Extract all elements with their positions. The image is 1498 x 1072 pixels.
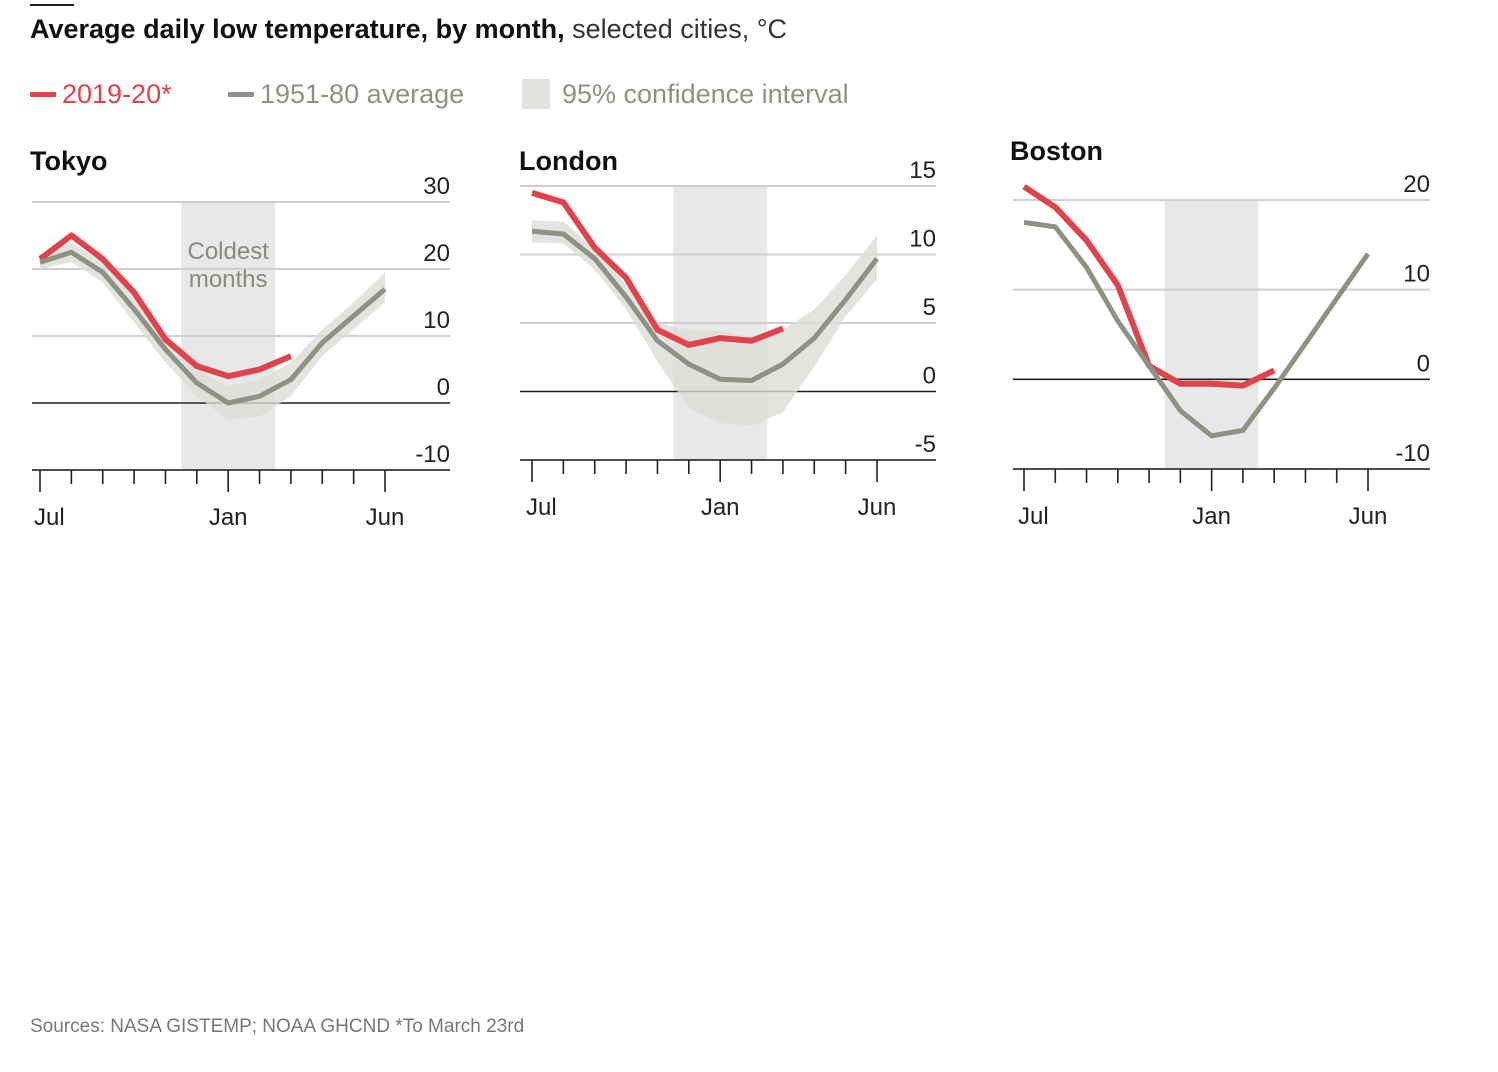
boston-y-tick-label: 20 bbox=[1403, 171, 1430, 198]
panel-title-boston: Boston bbox=[1010, 136, 1103, 166]
legend-swatch-current bbox=[30, 92, 56, 97]
tokyo-y-tick-label: -10 bbox=[415, 441, 450, 468]
london-x-tick-label: Jan bbox=[701, 494, 740, 521]
chart-boston: 20 10 0 -10 Jul Jan Jun bbox=[1013, 171, 1430, 530]
boston-line-1951-80-average bbox=[1023, 219, 1371, 439]
chart-title-rest: selected cities, °C bbox=[572, 14, 788, 44]
london-y-tick-label: 15 bbox=[909, 157, 936, 184]
tokyo-line-2019-20 bbox=[38, 232, 293, 380]
tokyo-x-tick-label: Jul bbox=[34, 504, 65, 531]
tokyo-annotation: Coldest months bbox=[187, 238, 269, 293]
tokyo-annotation-line: months bbox=[189, 266, 268, 293]
panel-title-tokyo: Tokyo bbox=[30, 146, 108, 176]
boston-y-tick-label: -10 bbox=[1395, 440, 1430, 467]
legend-label-current: 2019-20* bbox=[62, 79, 172, 109]
legend-swatch-average bbox=[228, 92, 254, 97]
boston-y-tick-label: 0 bbox=[1417, 350, 1430, 377]
boston-x-tick-label: Jul bbox=[1018, 503, 1049, 530]
tokyo-x-tick-label: Jan bbox=[209, 504, 248, 531]
tokyo-confidence-band bbox=[40, 242, 385, 420]
tokyo-x-tick-label: Jun bbox=[366, 504, 405, 531]
chart-title-main: Average daily low temperature, by month, bbox=[30, 14, 565, 44]
tokyo-annotation-line: Coldest bbox=[187, 238, 269, 265]
london-y-tick-label: 5 bbox=[923, 294, 936, 321]
tokyo-y-tick-label: 20 bbox=[423, 240, 450, 267]
boston-x-tick-label: Jan bbox=[1192, 503, 1231, 530]
panel-title-london: London bbox=[519, 146, 618, 176]
chart-london: 15 10 5 0 -5 Jul Jan Jun bbox=[520, 157, 936, 521]
london-line-1951-80-average bbox=[531, 228, 879, 383]
chart-tokyo: 30 20 10 0 -10 Coldest months Jul Jan Jun bbox=[32, 173, 450, 531]
boston-y-tick-label: 10 bbox=[1403, 261, 1430, 288]
source-note: Sources: NASA GISTEMP; NOAA GHCND *To Ma… bbox=[30, 1016, 525, 1037]
london-y-tick-label: 0 bbox=[923, 363, 936, 390]
tokyo-y-tick-label: 30 bbox=[423, 173, 450, 200]
boston-coldest-months-band bbox=[1164, 200, 1259, 469]
london-x-tick-label: Jun bbox=[858, 494, 897, 521]
legend-label-average: 1951-80 average bbox=[260, 79, 465, 109]
london-y-tick-label: 10 bbox=[909, 226, 936, 253]
london-y-tick-label: -5 bbox=[915, 431, 936, 458]
london-x-tick-label: Jul bbox=[526, 494, 557, 521]
london-line-2019-20 bbox=[531, 190, 784, 348]
tokyo-y-tick-label: 10 bbox=[423, 307, 450, 334]
chart-title: Average daily low temperature, by month,… bbox=[30, 14, 787, 45]
legend-label-confidence: 95% confidence interval bbox=[562, 79, 849, 109]
boston-x-tick-label: Jun bbox=[1349, 503, 1388, 530]
tokyo-y-tick-label: 0 bbox=[437, 374, 450, 401]
tokyo-line-1951-80-average bbox=[39, 249, 387, 406]
london-confidence-band bbox=[532, 220, 877, 426]
title-rule bbox=[30, 4, 74, 6]
legend-swatch-confidence bbox=[522, 79, 550, 109]
